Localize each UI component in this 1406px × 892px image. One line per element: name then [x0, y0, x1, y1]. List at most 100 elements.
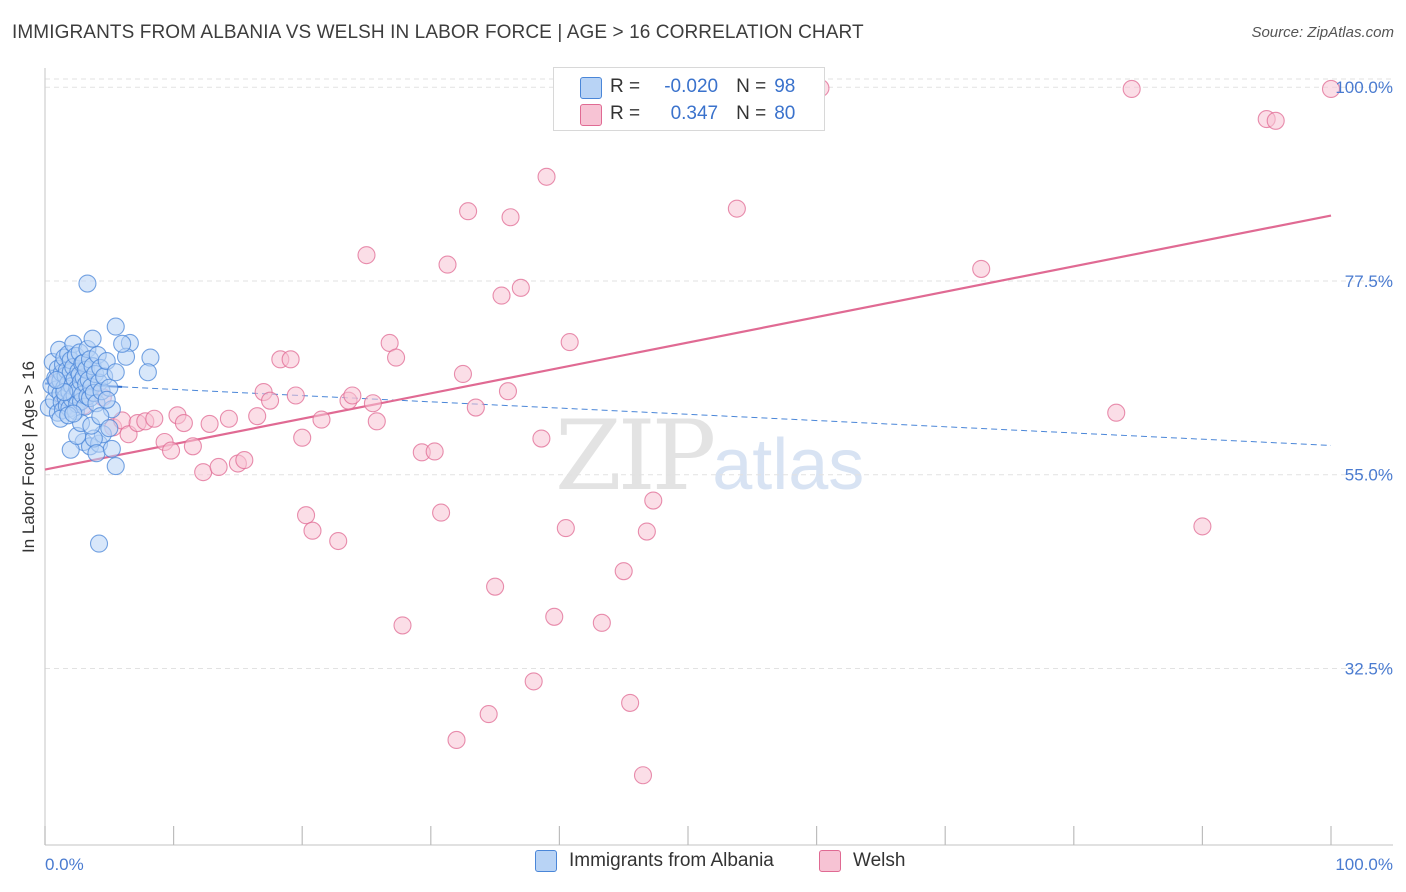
stats-row-albania: R = -0.020 N = 98	[610, 73, 795, 101]
welsh-point	[194, 463, 213, 482]
y-tick-label: 100.0%	[1335, 78, 1393, 97]
n-value-welsh: 80	[774, 103, 796, 124]
albania-point	[106, 317, 125, 336]
n-value-albania: 98	[774, 76, 796, 97]
welsh-point	[614, 562, 633, 581]
r-value-welsh: 0.347	[670, 103, 719, 124]
welsh-point	[524, 672, 543, 691]
y-tick-label: 77.5%	[1345, 272, 1393, 291]
welsh-point	[343, 386, 362, 405]
watermark-atlas: atlas	[712, 425, 865, 505]
legend-item-albania[interactable]: Immigrants from Albania	[535, 850, 774, 872]
x-tick-label-min: 0.0%	[45, 855, 84, 874]
welsh-point	[545, 607, 564, 626]
albania-point	[89, 534, 109, 553]
albania-point	[78, 274, 97, 293]
stats-row-welsh: R = 0.347 N = 80	[610, 100, 795, 128]
chart-title: IMMIGRANTS FROM ALBANIA VS WELSH IN LABO…	[12, 22, 864, 43]
welsh-point	[248, 407, 267, 426]
axes	[44, 68, 1393, 846]
albania-point	[102, 439, 121, 458]
welsh-point	[486, 577, 505, 596]
welsh-point	[260, 391, 280, 410]
legend-item-welsh[interactable]: Welsh	[819, 850, 905, 872]
stats-swatch-welsh	[580, 104, 602, 126]
welsh-point	[174, 414, 193, 433]
y-axis-label: In Labor Force | Age > 16	[19, 361, 38, 553]
legend-swatch-albania	[535, 850, 557, 872]
albania-trend-dashed	[122, 386, 1332, 446]
welsh-point	[592, 613, 611, 632]
watermark-zip: ZIP	[555, 400, 716, 512]
welsh-point	[432, 503, 451, 522]
welsh-point	[532, 429, 551, 448]
welsh-point	[621, 693, 640, 712]
albania-point	[100, 419, 119, 438]
albania-point	[91, 407, 110, 426]
welsh-point	[303, 521, 322, 540]
welsh-point	[200, 414, 219, 433]
n-label: N =	[736, 103, 767, 124]
albania-point	[113, 334, 132, 353]
r-label: R =	[610, 103, 641, 124]
stats-box: R = -0.020 N = 98 R = 0.347 N = 80	[553, 67, 825, 131]
albania-point	[64, 404, 83, 423]
y-tick-label: 55.0%	[1345, 466, 1393, 485]
albania-point	[97, 390, 116, 409]
data-points	[39, 79, 1341, 785]
welsh-point	[293, 428, 312, 447]
trend-lines	[44, 214, 1332, 471]
welsh-point	[633, 766, 653, 785]
welsh-point	[492, 286, 511, 305]
r-label: R =	[610, 76, 641, 97]
grid-lines	[45, 78, 1393, 669]
albania-point	[47, 370, 66, 390]
albania-point	[106, 457, 125, 476]
welsh-point	[393, 616, 412, 635]
welsh-point	[1193, 517, 1212, 536]
welsh-point	[363, 394, 382, 413]
welsh-point	[297, 506, 316, 525]
y-tick-label: 32.5%	[1345, 659, 1393, 678]
source-label: Source: ZipAtlas.com	[1251, 24, 1394, 41]
welsh-point	[329, 531, 348, 551]
welsh-point	[511, 278, 530, 297]
welsh-point	[447, 730, 466, 749]
welsh-point	[453, 364, 473, 384]
welsh-point	[286, 386, 305, 405]
welsh-point	[972, 259, 991, 278]
welsh-point	[387, 348, 406, 367]
welsh-point	[1107, 403, 1126, 422]
welsh-point	[183, 437, 202, 456]
welsh-point	[312, 410, 331, 429]
welsh-point	[537, 167, 556, 186]
welsh-point	[727, 199, 746, 218]
legend-label-albania: Immigrants from Albania	[569, 850, 774, 871]
welsh-point	[479, 705, 498, 724]
welsh-point	[1122, 79, 1141, 98]
welsh-point	[501, 208, 520, 227]
r-value-albania: -0.020	[664, 76, 719, 97]
welsh-point	[161, 441, 181, 460]
welsh-point	[219, 409, 238, 428]
x-tick-label-max: 100.0%	[1335, 855, 1393, 874]
stats-swatch-albania	[580, 77, 602, 99]
welsh-point	[560, 333, 579, 352]
albania-point	[106, 363, 125, 382]
welsh-point	[281, 350, 300, 369]
albania-point	[141, 348, 160, 367]
welsh-point	[466, 398, 485, 417]
albania-point	[87, 444, 106, 463]
welsh-point	[235, 451, 254, 470]
welsh-point	[438, 255, 457, 274]
welsh-point	[357, 246, 376, 265]
legend-label-welsh: Welsh	[853, 850, 906, 871]
welsh-point	[1266, 111, 1285, 130]
legend-swatch-welsh	[819, 850, 841, 872]
welsh-point	[367, 412, 386, 431]
welsh-point	[425, 442, 444, 461]
welsh-trend-line	[44, 214, 1332, 471]
welsh-point	[644, 491, 663, 510]
welsh-point	[209, 457, 228, 477]
